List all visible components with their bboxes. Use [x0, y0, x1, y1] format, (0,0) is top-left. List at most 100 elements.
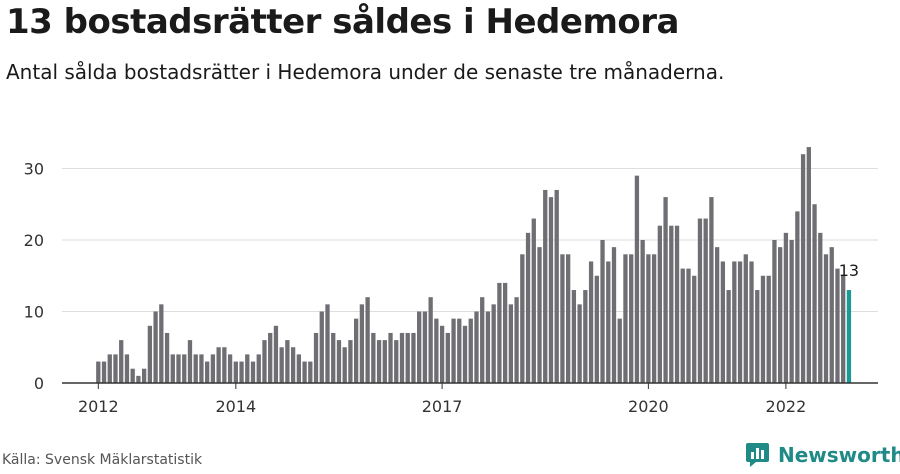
bar — [703, 218, 708, 383]
bar — [634, 175, 640, 383]
bar — [187, 340, 193, 383]
bar — [818, 232, 823, 383]
bar — [737, 261, 743, 383]
bar — [772, 240, 777, 383]
bar — [388, 332, 393, 383]
bar — [829, 247, 834, 383]
bar — [548, 197, 554, 383]
bar — [354, 318, 359, 383]
x-tick-label: 2012 — [78, 397, 119, 416]
bar — [697, 218, 703, 383]
bar — [210, 354, 216, 383]
x-tick-label: 2020 — [628, 397, 669, 416]
x-tick-label: 2022 — [766, 397, 807, 416]
bar — [577, 304, 582, 383]
bar — [760, 275, 766, 383]
bar — [371, 332, 376, 383]
bar — [600, 240, 605, 383]
bar — [566, 254, 571, 383]
bar — [205, 361, 210, 383]
bar — [136, 375, 141, 383]
bar — [319, 311, 324, 383]
bar — [611, 247, 617, 383]
bar — [457, 318, 462, 383]
y-tick-label: 30 — [24, 160, 44, 179]
bar — [583, 290, 588, 383]
bar — [273, 325, 279, 383]
bar — [113, 354, 118, 383]
bar — [629, 254, 634, 383]
y-tick-label: 0 — [34, 374, 44, 393]
x-axis-labels: 2012 2014 2017 2020 2022 — [78, 397, 806, 416]
bar — [686, 268, 691, 383]
bar — [520, 254, 525, 383]
bar — [812, 204, 817, 383]
bar — [296, 354, 301, 383]
bar — [147, 325, 153, 383]
bars — [96, 147, 852, 383]
bar — [359, 304, 365, 383]
bar — [245, 354, 250, 383]
bar — [141, 368, 147, 383]
bar — [336, 340, 342, 383]
bar — [233, 361, 238, 383]
bar — [749, 261, 754, 383]
bar — [130, 368, 135, 383]
source-note: Källa: Svensk Mäklarstatistik — [2, 452, 203, 468]
y-tick-label: 10 — [24, 303, 44, 322]
bar — [497, 282, 502, 383]
bar-highlight — [846, 290, 852, 383]
bar — [153, 311, 158, 383]
bar — [382, 340, 387, 383]
bar — [239, 361, 244, 383]
bar — [256, 354, 261, 383]
bar — [124, 354, 130, 383]
bar — [411, 332, 416, 383]
bar — [669, 225, 674, 383]
bar — [308, 361, 313, 383]
bar — [835, 268, 840, 383]
bar — [451, 318, 456, 383]
bar — [439, 325, 445, 383]
bar — [789, 240, 794, 383]
bar — [422, 311, 428, 383]
bar — [480, 297, 485, 383]
bar — [651, 254, 657, 383]
bar — [755, 290, 760, 383]
bar — [193, 354, 198, 383]
bar — [159, 304, 164, 383]
bar — [348, 340, 353, 383]
bar — [491, 304, 496, 383]
bar — [508, 304, 514, 383]
bar — [119, 340, 124, 383]
bar — [680, 268, 685, 383]
bar — [823, 254, 829, 383]
bar — [640, 240, 645, 383]
bar — [279, 347, 284, 383]
y-tick-label: 20 — [24, 231, 44, 250]
x-axis-ticks — [97, 383, 787, 389]
bar — [732, 261, 737, 383]
bar — [657, 225, 662, 383]
bar — [101, 361, 107, 383]
bar — [434, 318, 439, 383]
bar — [107, 354, 112, 383]
bar — [783, 232, 789, 383]
bar — [405, 332, 410, 383]
bar — [571, 290, 577, 383]
bar — [841, 275, 846, 383]
bar — [778, 247, 783, 383]
bar — [331, 332, 336, 383]
bar — [417, 311, 422, 383]
bar — [606, 261, 611, 383]
bar — [709, 197, 714, 383]
bar — [560, 254, 565, 383]
bar — [428, 297, 433, 383]
x-tick-label: 2017 — [422, 397, 463, 416]
bar — [800, 154, 806, 383]
bar — [342, 347, 347, 383]
bar — [514, 297, 519, 383]
bar — [164, 332, 170, 383]
bar — [554, 189, 559, 383]
